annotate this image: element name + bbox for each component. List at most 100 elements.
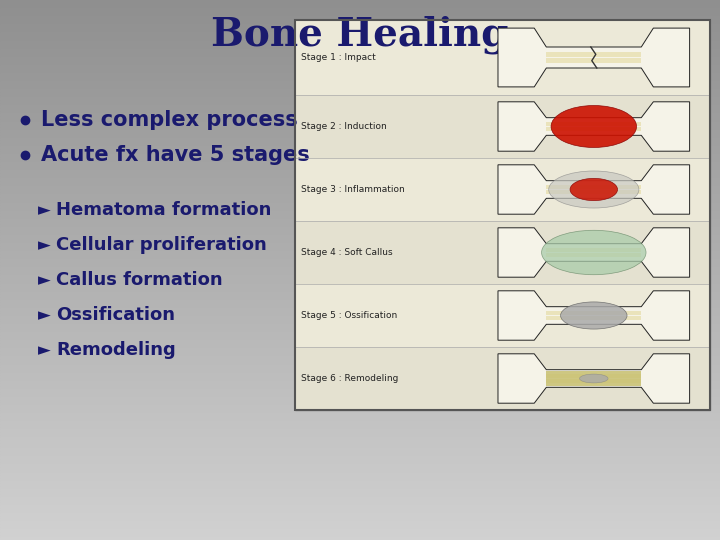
Bar xyxy=(0,22,720,24)
Bar xyxy=(0,278,720,281)
Bar xyxy=(0,338,720,340)
Bar xyxy=(0,472,720,475)
Bar xyxy=(0,0,720,3)
Bar xyxy=(0,246,720,248)
Bar xyxy=(0,186,720,189)
Bar xyxy=(0,475,720,478)
Bar xyxy=(0,240,720,243)
Bar xyxy=(0,286,720,289)
Bar xyxy=(0,459,720,462)
Bar xyxy=(0,329,720,332)
PathPatch shape xyxy=(498,291,690,340)
Bar xyxy=(0,154,720,157)
Bar xyxy=(0,424,720,427)
Bar xyxy=(0,205,720,208)
Bar xyxy=(0,443,720,445)
Bar xyxy=(0,165,720,167)
Bar xyxy=(0,143,720,146)
Bar xyxy=(0,535,720,537)
Bar xyxy=(0,429,720,432)
Bar xyxy=(0,405,720,408)
Bar xyxy=(295,20,710,410)
Bar xyxy=(0,8,720,11)
Bar xyxy=(0,19,720,22)
Text: ►: ► xyxy=(38,341,50,359)
Bar xyxy=(0,292,720,294)
Bar xyxy=(0,132,720,135)
Bar xyxy=(0,305,720,308)
Bar xyxy=(0,97,720,100)
Bar xyxy=(0,108,720,111)
Bar xyxy=(0,62,720,65)
Bar xyxy=(0,230,720,232)
Bar xyxy=(546,127,642,131)
Bar xyxy=(0,448,720,451)
Bar xyxy=(0,113,720,116)
Bar xyxy=(0,481,720,483)
Bar xyxy=(0,262,720,265)
Bar xyxy=(0,408,720,410)
PathPatch shape xyxy=(498,165,690,214)
Bar xyxy=(0,59,720,62)
Bar xyxy=(0,167,720,170)
Bar xyxy=(0,362,720,364)
Text: Stage 5 : Ossification: Stage 5 : Ossification xyxy=(301,311,397,320)
Ellipse shape xyxy=(549,171,639,208)
Bar xyxy=(0,319,720,321)
Bar xyxy=(0,381,720,383)
Bar xyxy=(0,68,720,70)
Bar xyxy=(0,370,720,373)
Bar xyxy=(0,181,720,184)
Bar xyxy=(0,238,720,240)
Bar xyxy=(0,389,720,392)
Bar xyxy=(0,119,720,122)
Bar xyxy=(0,392,720,394)
Bar xyxy=(0,435,720,437)
Bar xyxy=(0,440,720,443)
Text: Stage 6 : Remodeling: Stage 6 : Remodeling xyxy=(301,374,398,383)
Bar xyxy=(0,516,720,518)
Bar xyxy=(546,248,642,252)
Bar xyxy=(0,73,720,76)
PathPatch shape xyxy=(498,228,690,277)
Bar xyxy=(0,454,720,456)
Bar xyxy=(0,100,720,103)
Bar xyxy=(0,521,720,524)
Bar xyxy=(0,208,720,211)
Bar xyxy=(0,46,720,49)
Bar xyxy=(0,529,720,532)
Ellipse shape xyxy=(580,374,608,383)
Bar xyxy=(0,130,720,132)
Bar xyxy=(546,122,642,126)
Bar xyxy=(0,65,720,68)
PathPatch shape xyxy=(498,354,690,403)
Bar xyxy=(0,416,720,418)
Bar xyxy=(0,364,720,367)
Bar xyxy=(0,351,720,354)
Bar xyxy=(0,464,720,467)
Bar xyxy=(0,310,720,313)
Bar xyxy=(0,94,720,97)
Bar xyxy=(0,270,720,273)
Bar xyxy=(0,140,720,143)
Bar xyxy=(0,335,720,338)
Bar xyxy=(0,537,720,540)
Bar xyxy=(0,313,720,316)
Bar xyxy=(0,383,720,386)
Bar xyxy=(0,251,720,254)
Bar xyxy=(0,57,720,59)
Bar xyxy=(0,478,720,481)
Bar xyxy=(0,211,720,213)
Bar xyxy=(0,178,720,181)
Bar xyxy=(0,316,720,319)
Bar xyxy=(0,224,720,227)
Text: ►: ► xyxy=(38,201,50,219)
Bar xyxy=(0,103,720,105)
Bar xyxy=(0,427,720,429)
Bar xyxy=(0,340,720,343)
Bar xyxy=(0,491,720,494)
Bar xyxy=(0,470,720,472)
Bar xyxy=(546,316,642,320)
Bar xyxy=(0,227,720,229)
Bar xyxy=(0,518,720,521)
